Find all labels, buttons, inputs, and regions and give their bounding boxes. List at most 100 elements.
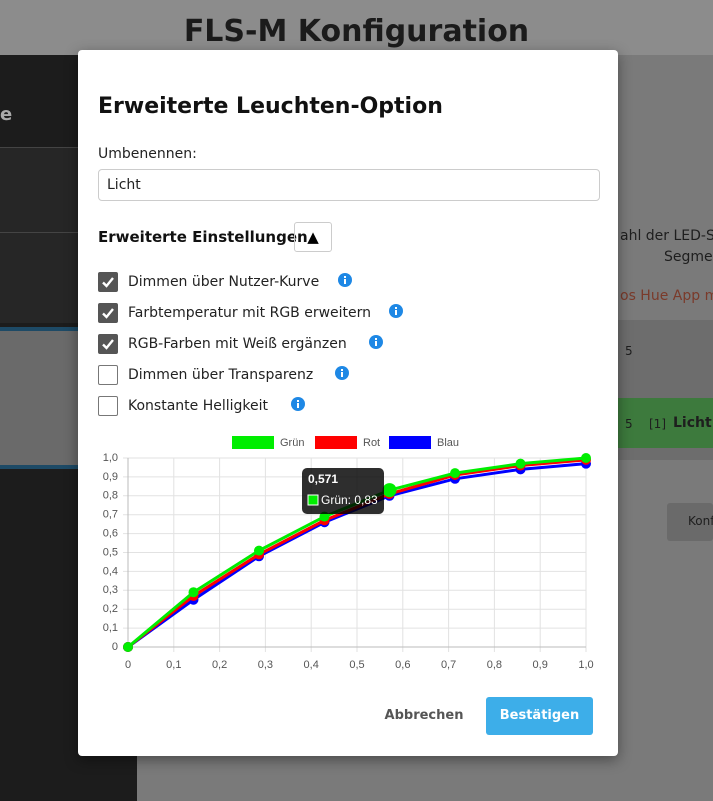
info-icon[interactable] <box>389 304 403 318</box>
legend-label: Rot <box>363 437 380 449</box>
info-bar <box>297 403 299 408</box>
data-point <box>515 458 526 469</box>
bg-text: ahl der LED-S <box>620 228 713 244</box>
tooltip-box <box>302 468 384 514</box>
tooltip: 0,571 Grün: 0,83 <box>302 468 384 514</box>
x-tick-label: 0,9 <box>533 659 548 671</box>
y-tick-label: 0,3 <box>103 584 118 596</box>
bg-text: Licht <box>673 415 712 431</box>
bg-text: 5 <box>625 417 633 431</box>
info-dot <box>395 307 397 309</box>
cancel-button[interactable]: Abbrechen <box>384 708 464 723</box>
checkbox[interactable] <box>98 365 118 385</box>
checkbox[interactable] <box>98 334 118 354</box>
rename-input[interactable]: Licht <box>98 169 600 201</box>
info-bar <box>395 310 397 315</box>
section-title: Erweiterte Einstellungen <box>98 228 308 246</box>
checkmark <box>102 277 114 288</box>
info-icon[interactable] <box>338 273 352 287</box>
data-point <box>319 511 330 522</box>
option-label: Farbtemperatur mit RGB erweitern <box>128 305 372 321</box>
option-label: Konstante Helligkeit <box>128 398 269 414</box>
legend-label: Grün <box>280 437 304 449</box>
x-tick-label: 0 <box>125 659 131 671</box>
dialog-title: Erweiterte Leuchten-Option <box>98 94 443 119</box>
option-row: RGB-Farben mit Weiß ergänzen <box>98 334 578 356</box>
rename-label: Umbenennen: <box>98 146 197 162</box>
y-tick-label: 1,0 <box>103 452 118 464</box>
option-row: Farbtemperatur mit RGB erweitern <box>98 303 578 325</box>
info-icon[interactable] <box>291 397 305 411</box>
legend-swatch <box>389 436 431 449</box>
info-dot <box>341 369 343 371</box>
info-bar <box>375 341 377 346</box>
header-bar <box>0 0 713 55</box>
option-row: Dimmen über Nutzer-Kurve <box>98 272 578 294</box>
y-tick-label: 0,7 <box>103 509 118 521</box>
tooltip-text: Grün: 0,83 <box>321 493 378 507</box>
bg-text: Segme <box>664 249 713 265</box>
data-point <box>581 453 591 463</box>
data-point <box>450 468 461 479</box>
checkbox[interactable] <box>98 396 118 416</box>
data-point <box>188 587 199 598</box>
y-tick-label: 0,5 <box>103 546 118 558</box>
y-tick-label: 0,9 <box>103 471 118 483</box>
legend-label: Blau <box>437 437 459 449</box>
bg-text: [1] <box>649 417 666 431</box>
option-label: Dimmen über Transparenz <box>128 367 314 383</box>
y-tick-label: 0,6 <box>103 528 118 540</box>
data-point <box>253 545 264 556</box>
checkmark-path <box>102 308 114 319</box>
x-tick-label: 0,8 <box>487 659 502 671</box>
option-row: Dimmen über Transparenz <box>98 365 578 387</box>
option-label: Dimmen über Nutzer-Kurve <box>128 274 320 290</box>
confirm-button[interactable]: Bestätigen <box>486 697 593 735</box>
y-tick-label: 0,4 <box>103 565 118 577</box>
info-icon[interactable] <box>335 366 349 380</box>
bg-text: os Hue App m <box>620 288 713 304</box>
header-title: FLS-M Konfiguration <box>183 14 530 49</box>
content-row-green <box>618 398 713 448</box>
x-tick-label: 0,3 <box>258 659 273 671</box>
y-tick-label: 0,2 <box>103 603 118 615</box>
y-tick-label: 0,1 <box>103 622 118 634</box>
x-tick-label: 1,0 <box>578 659 593 671</box>
bg-text: e <box>0 104 13 125</box>
x-tick-label: 0,2 <box>212 659 227 671</box>
x-tick-label: 0,5 <box>349 659 364 671</box>
info-bar <box>344 279 346 284</box>
x-tick-label: 0,6 <box>395 659 410 671</box>
konf-button[interactable] <box>667 503 713 541</box>
dialog: Erweiterte Leuchten-Option Umbenennen: L… <box>78 50 618 756</box>
bg-text: Konf <box>688 514 713 528</box>
checkmark-path <box>102 339 114 350</box>
info-icon[interactable] <box>369 335 383 349</box>
checkmark <box>102 308 114 319</box>
info-dot <box>297 400 299 402</box>
tooltip-title: 0,571 <box>308 472 338 486</box>
x-tick-label: 0,4 <box>304 659 319 671</box>
legend-swatch <box>232 436 274 449</box>
option-row: Konstante Helligkeit <box>98 396 578 418</box>
data-point <box>123 642 133 652</box>
option-label: RGB-Farben mit Weiß ergänzen <box>128 336 347 352</box>
checkmark <box>102 339 114 350</box>
curve-chart: 0 0,1 0,2 0,3 0,4 0,5 0,6 0,7 0,8 0,9 1,0 0 0,1 0,2 0,… <box>103 436 594 671</box>
info-bar <box>341 372 343 377</box>
tooltip-swatch <box>307 494 319 506</box>
checkbox[interactable] <box>98 272 118 292</box>
y-tick-label: 0 <box>112 641 118 653</box>
info-dot <box>344 276 346 278</box>
x-tick-label: 0,1 <box>166 659 181 671</box>
legend-swatch <box>315 436 357 449</box>
info-dot <box>375 338 377 340</box>
y-tick-label: 0,8 <box>103 490 118 502</box>
x-tick-label: 0,7 <box>441 659 456 671</box>
data-point <box>382 483 397 498</box>
collapse-button[interactable]: ▲ <box>294 222 332 252</box>
bg-text: 5 <box>625 344 633 358</box>
checkmark-path <box>102 277 114 288</box>
checkbox[interactable] <box>98 303 118 323</box>
